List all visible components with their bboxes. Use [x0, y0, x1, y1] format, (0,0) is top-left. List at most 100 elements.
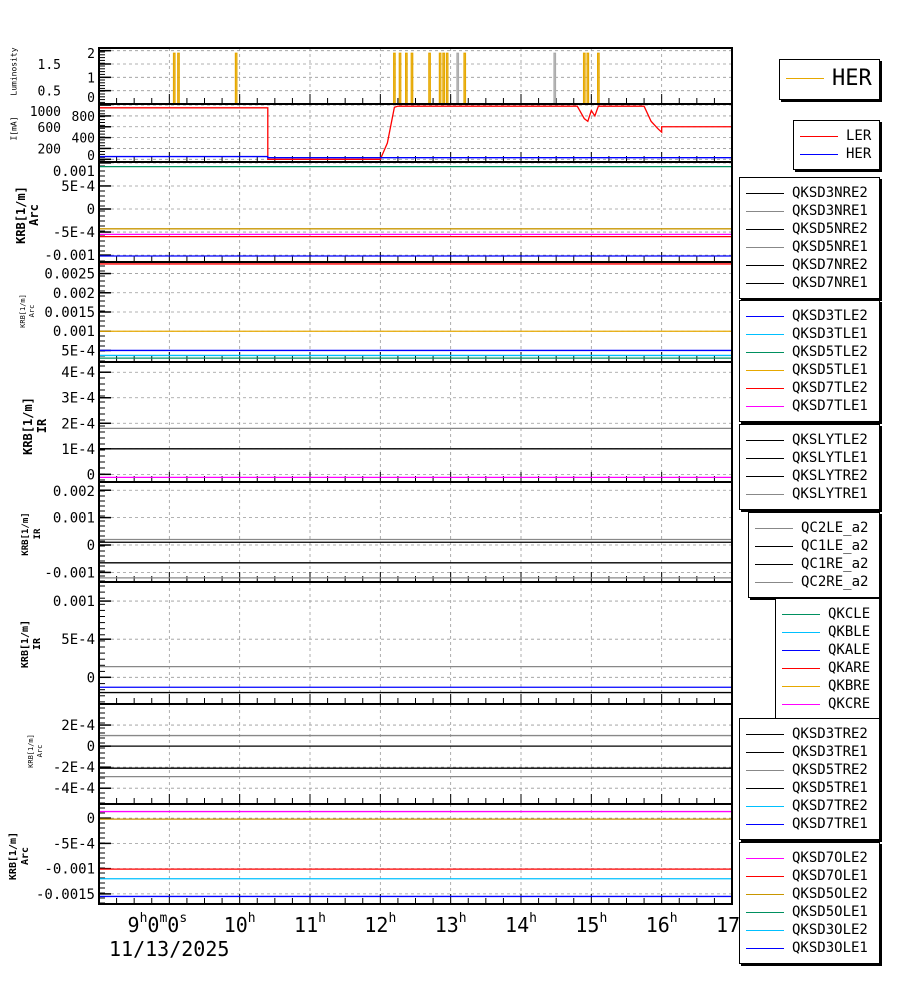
series-line-HER	[99, 52, 732, 105]
y-axis-label: KRB[1/m] Arc	[27, 734, 44, 768]
legend-item: HER	[800, 145, 871, 163]
legend-item: QC1LE_a2	[755, 537, 868, 555]
legend-swatch	[746, 787, 784, 789]
legend-label: QC1RE_a2	[801, 556, 869, 572]
legend: QKSD3TRE2 QKSD3TRE1 QKSD5TRE2 QKSD5TRE1 QKSD…	[739, 718, 880, 840]
y-tick-label: 600	[38, 121, 61, 136]
legend-label: QKSD7OLE2	[792, 850, 868, 866]
legend-label: QC1LE_a2	[801, 538, 869, 554]
legend-item: QKSD3TLE1	[746, 325, 868, 343]
panel-frame	[98, 703, 733, 805]
y-tick-label: 5E-4	[61, 343, 95, 359]
legend-label: QKSD7OLE1	[792, 868, 868, 884]
legend-item: QKSD7NRE1	[746, 274, 868, 292]
legend-item: QKSLYTRE2	[746, 467, 868, 485]
legend-swatch	[800, 153, 838, 155]
legend-item: QKSD3OLE2	[746, 921, 868, 939]
y-tick-label: 0	[87, 91, 95, 106]
y-tick-label: -0.001	[44, 862, 95, 878]
legend-label: QKSD7TRE1	[792, 816, 868, 832]
legend-label: QKSD3TLE1	[792, 326, 868, 342]
legend-swatch	[746, 805, 784, 807]
y-tick-label: 2E-4	[61, 718, 95, 734]
y-tick-label: 1000	[30, 105, 61, 120]
legend-label: QKSD5TRE2	[792, 762, 868, 778]
legend-swatch	[755, 527, 793, 529]
panel-frame	[98, 261, 733, 363]
legend-swatch	[746, 439, 784, 441]
y-tick-label: 0	[87, 739, 95, 755]
legend-swatch	[782, 703, 820, 705]
legend-item: QKBRE	[782, 677, 870, 695]
y-tick-label: 0.0015	[44, 305, 95, 321]
legend-label: HER	[832, 65, 872, 91]
y-tick-label: 1	[87, 71, 95, 86]
panel-frame	[98, 481, 733, 583]
legend: QKSD3TLE2 QKSD3TLE1 QKSD5TLE2 QKSD5TLE1 QKSD…	[739, 300, 880, 422]
y-tick-label: 0	[87, 467, 95, 483]
legend-label: QKSD7TLE1	[792, 398, 868, 414]
legend-label: QKSLYTLE2	[792, 432, 868, 448]
legend-item: QKSD7NRE2	[746, 256, 868, 274]
y-tick-label: 0.001	[53, 324, 95, 340]
legend-swatch	[782, 685, 820, 687]
y-tick-label: 0.001	[53, 594, 95, 610]
legend-label: QKSD5NRE1	[792, 239, 868, 255]
legend: QKCLE QKBLE QKALE QKARE QKBRE QKCRE	[775, 598, 880, 720]
y-axis-label: KRB[1/m] IR	[20, 619, 43, 669]
legend-swatch	[755, 563, 793, 565]
legend-item: QKSD3TRE1	[746, 743, 868, 761]
legend-swatch	[746, 875, 784, 877]
legend-item: QKARE	[782, 659, 870, 677]
legend-swatch	[782, 631, 820, 633]
legend-label: QKSD5TLE2	[792, 344, 868, 360]
legend-item: QKSD7TLE2	[746, 379, 868, 397]
y-tick-label: 1.5	[38, 58, 61, 73]
panel-6: 0 5E-4 0.001	[53, 581, 733, 705]
y-tick-label: 0.002	[53, 484, 95, 500]
legend-label: QKSLYTRE1	[792, 486, 868, 502]
legend-swatch	[782, 667, 820, 669]
legend-item: QKSD5TLE1	[746, 361, 868, 379]
legend-swatch	[755, 581, 793, 583]
x-tick-label: 9h0m0s	[128, 911, 188, 937]
legend-label: QC2RE_a2	[801, 574, 869, 590]
y-tick-label: 0	[87, 202, 95, 218]
x-tick-label: 14h	[505, 911, 537, 937]
legend-swatch	[746, 210, 784, 212]
legend-label: QKSD3TRE2	[792, 726, 868, 742]
legend-swatch	[746, 751, 784, 753]
legend-label: QKSD3NRE2	[792, 185, 868, 201]
legend-label: QKSD5OLE1	[792, 904, 868, 920]
legend-item: QKSD5OLE2	[746, 885, 868, 903]
legend-label: QKSD5NRE2	[792, 221, 868, 237]
y-tick-label: 0.0025	[44, 267, 95, 283]
legend-item: HER	[786, 66, 872, 91]
legend-item: QKSLYTLE2	[746, 431, 868, 449]
legend-swatch	[746, 387, 784, 389]
legend-item: QKSLYTRE1	[746, 485, 868, 503]
legend-label: QKSLYTLE1	[792, 450, 868, 466]
legend-swatch	[746, 733, 784, 735]
series-line-HER	[99, 155, 732, 159]
legend-label: QKARE	[828, 660, 871, 676]
y-tick-label: 0	[87, 149, 95, 164]
y-tick-label: 0	[87, 670, 95, 686]
legend-label: QKSLYTRE2	[792, 468, 868, 484]
legend-label: QKSD5TLE1	[792, 362, 868, 378]
legend-item: QKSD3NRE1	[746, 202, 868, 220]
legend-swatch	[746, 929, 784, 931]
legend-swatch	[755, 545, 793, 547]
y-tick-label: 5E-4	[61, 632, 95, 648]
legend-swatch	[782, 649, 820, 651]
legend-label: QKSD3TRE1	[792, 744, 868, 760]
legend-item: QKSD3OLE1	[746, 939, 868, 957]
legend-label: QKSD7TLE2	[792, 380, 868, 396]
panel-frame	[98, 361, 733, 483]
legend-swatch	[746, 457, 784, 459]
legend-swatch	[746, 893, 784, 895]
panel-2: -0.001 -5E-4 0 5E-40.001	[44, 161, 733, 264]
legend-item: QC2LE_a2	[755, 519, 868, 537]
x-tick-label: 12h	[364, 911, 396, 937]
legend-item: QKSD3NRE2	[746, 184, 868, 202]
